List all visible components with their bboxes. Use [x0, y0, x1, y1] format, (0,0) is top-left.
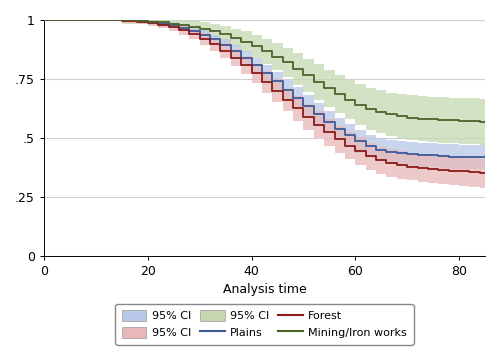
Legend: 95% CI, 95% CI, 95% CI, Plains, Forest, Mining/Iron works: 95% CI, 95% CI, 95% CI, Plains, Forest, …	[116, 304, 414, 345]
X-axis label: Analysis time: Analysis time	[222, 283, 306, 296]
